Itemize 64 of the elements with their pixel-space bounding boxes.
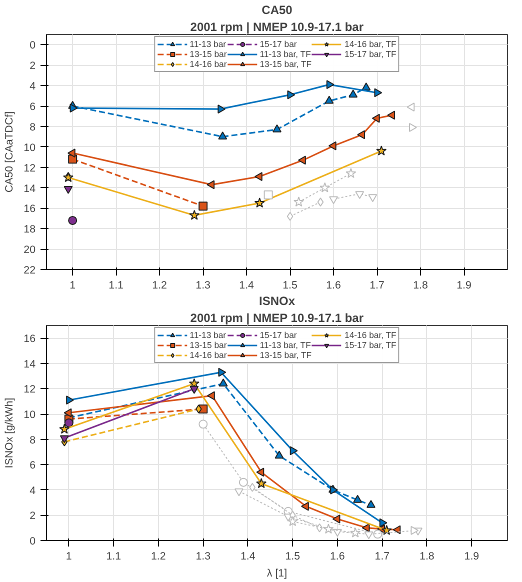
y-tick-label: 14 (24, 358, 36, 370)
y-tick-label: 10 (24, 409, 36, 422)
x-tick-label: 1.1 (106, 550, 122, 562)
y-tick-label: 14 (24, 182, 36, 195)
x-tick-label: 1.8 (413, 280, 428, 292)
y-tick-label: 2 (30, 510, 36, 522)
x-tick-label: 1 (66, 550, 72, 562)
chart-title: ISNOx (258, 294, 296, 308)
x-tick-label: 1.8 (420, 550, 434, 562)
y-tick-label: 20 (24, 244, 36, 256)
y-tick-label: 8 (30, 121, 36, 134)
y-tick-label: 2 (30, 60, 36, 72)
x-tick-label: 1.4 (240, 550, 256, 562)
legend-label: 11-13 bar (190, 39, 226, 49)
legend-label: 14-16 bar (190, 59, 227, 69)
x-tick-label: 1.2 (152, 280, 168, 292)
y-tick-label: 4 (30, 484, 36, 497)
y-tick-label: 0 (30, 40, 36, 52)
x-tick-label: 1.9 (456, 280, 472, 292)
x-tick-label: 1.3 (196, 280, 211, 292)
legend-label: 14-16 bar, TF (344, 39, 396, 49)
chart-subtitle: 2001 rpm | NMEP 10.9-17.1 bar (190, 20, 364, 34)
legend-label: 14-16 bar, TF (344, 330, 396, 340)
x-tick-label: 1.6 (326, 280, 342, 292)
legend-label: 11-13 bar, TF (260, 49, 311, 59)
x-tick-label: 1.2 (150, 550, 166, 562)
x-tick-label: 1.5 (282, 280, 298, 292)
y-axis-title: CA50 [CAaTDCf] (4, 111, 16, 193)
y-tick-label: 4 (30, 80, 36, 93)
x-tick-label: 1.4 (239, 280, 254, 292)
y-tick-label: 16 (24, 333, 36, 346)
legend-label: 11-13 bar, TF (260, 340, 311, 350)
y-tick-label: 8 (30, 434, 36, 446)
x-tick-label: 1.3 (196, 550, 211, 562)
y-tick-label: 22 (24, 264, 36, 276)
legend-label: 11-13 bar (190, 330, 226, 340)
y-tick-label: 10 (24, 142, 36, 154)
y-tick-label: 0 (30, 536, 36, 548)
legend-label: 15-17 bar (260, 330, 297, 340)
legend-label: 13-15 bar, TF (260, 350, 312, 360)
chart-subtitle: 2001 rpm | NMEP 10.9-17.1 bar (190, 311, 364, 325)
y-axis-title: ISNOx [g/kWh] (4, 398, 16, 468)
legend-label: 13-15 bar (190, 49, 227, 59)
y-tick-label: 6 (30, 460, 36, 472)
x-tick-label: 1.5 (285, 550, 300, 562)
x-tick-label: 1.9 (464, 550, 480, 562)
y-tick-label: 6 (30, 101, 36, 114)
y-tick-label: 12 (24, 162, 36, 174)
legend-label: 15-17 bar, TF (344, 49, 396, 59)
legend-label: 13-15 bar (190, 340, 227, 350)
x-tick-label: 1 (70, 280, 76, 292)
x-axis-title: λ [1] (266, 568, 288, 580)
legend-label: 13-15 bar, TF (260, 59, 312, 69)
x-tick-label: 1.7 (374, 550, 390, 562)
y-tick-label: 12 (24, 384, 36, 396)
x-tick-label: 1.6 (330, 550, 345, 562)
legend-label: 14-16 bar (190, 350, 227, 360)
legend-label: 15-17 bar, TF (344, 340, 396, 350)
x-tick-label: 1.7 (370, 280, 385, 292)
legend-label: 15-17 bar (260, 39, 297, 49)
y-tick-label: 18 (24, 224, 36, 236)
y-tick-label: 16 (24, 203, 36, 216)
chart-title: CA50 (262, 3, 293, 17)
x-tick-label: 1.1 (108, 280, 124, 292)
